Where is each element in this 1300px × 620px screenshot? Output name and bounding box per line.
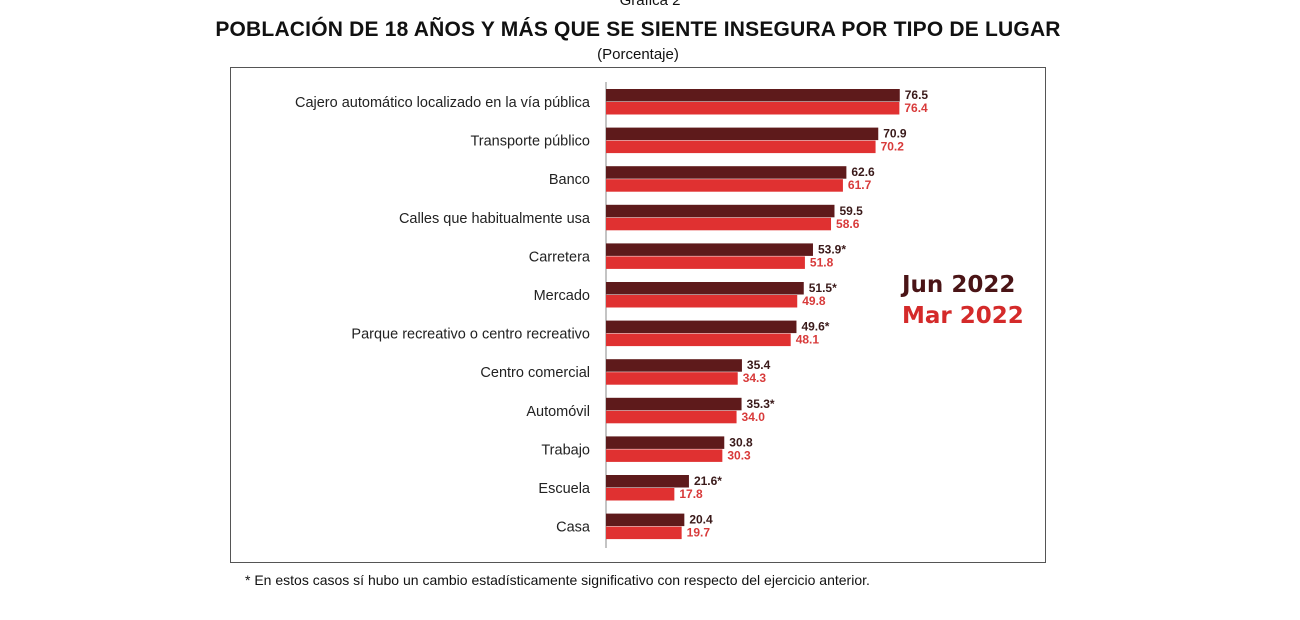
bar-jun-2022 [606, 436, 725, 449]
category-label: Mercado [534, 288, 590, 304]
bar-mar-2022 [606, 256, 805, 269]
chart-title: POBLACIÓN DE 18 AÑOS Y MÁS QUE SE SIENTE… [215, 18, 1061, 41]
bar-jun-2022 [606, 89, 900, 102]
data-label: 34.3 [743, 371, 767, 385]
bar-jun-2022 [606, 282, 804, 295]
category-label: Parque recreativo o centro recreativo [351, 327, 590, 343]
bar-mar-2022 [606, 179, 843, 192]
data-label: 76.5 [905, 88, 929, 102]
bar-jun-2022 [606, 166, 847, 179]
bar-jun-2022 [606, 243, 813, 256]
category-label: Automóvil [526, 404, 590, 420]
legend-entry: Mar 2022 [902, 303, 1024, 329]
data-label: 30.8 [729, 435, 753, 449]
bar-jun-2022 [606, 359, 742, 372]
data-label: 76.4 [904, 101, 928, 115]
category-label: Escuela [538, 481, 591, 497]
data-label: 70.2 [881, 140, 905, 154]
data-label: 35.4 [747, 358, 771, 372]
data-label: 59.5 [839, 204, 863, 218]
category-label: Trabajo [541, 442, 590, 458]
data-label: 49.6* [801, 320, 829, 334]
data-label: 20.4 [689, 513, 713, 527]
bar-mar-2022 [606, 488, 675, 501]
footnote: * En estos casos sí hubo un cambio estad… [245, 572, 870, 588]
chart-frame [230, 67, 1046, 563]
bar-jun-2022 [606, 204, 835, 218]
data-label: 51.5* [809, 281, 837, 295]
bar-jun-2022 [606, 127, 879, 141]
bar-mar-2022 [606, 410, 737, 424]
bar-jun-2022 [606, 320, 797, 334]
data-label: 48.1 [796, 333, 820, 347]
data-label: 53.9* [818, 242, 846, 256]
data-label: 35.3* [747, 397, 775, 411]
bar-jun-2022 [606, 397, 742, 411]
data-label: 70.9 [883, 127, 907, 141]
bar-jun-2022 [606, 475, 689, 488]
data-label: 17.8 [679, 487, 703, 501]
category-label: Centro comercial [480, 365, 590, 381]
bar-mar-2022 [606, 526, 682, 540]
category-label: Banco [549, 172, 590, 188]
category-label: Calles que habitualmente usa [399, 211, 591, 227]
category-label: Transporte público [470, 134, 590, 150]
bar-mar-2022 [606, 295, 798, 308]
data-label: 34.0 [742, 410, 766, 424]
bar-mar-2022 [606, 333, 791, 347]
bar-mar-2022 [606, 372, 738, 385]
bar-mar-2022 [606, 140, 876, 154]
bar-mar-2022 [606, 217, 832, 231]
data-label: 58.6 [836, 217, 860, 231]
category-label: Casa [556, 520, 591, 536]
figure-caption: Gráfica 2 [619, 0, 681, 9]
category-label: Carretera [529, 249, 591, 265]
data-label: 51.8 [810, 255, 834, 269]
legend-entry: Jun 2022 [900, 272, 1015, 298]
data-label: 30.3 [727, 448, 751, 462]
bar-jun-2022 [606, 513, 685, 527]
data-label: 62.6 [851, 165, 875, 179]
data-label: 21.6* [694, 474, 722, 488]
category-label: Cajero automático localizado en la vía p… [295, 95, 591, 111]
data-label: 49.8 [802, 294, 826, 308]
bar-mar-2022 [606, 449, 723, 462]
data-label: 19.7 [687, 526, 711, 540]
data-label: 61.7 [848, 178, 872, 192]
bar-mar-2022 [606, 102, 900, 115]
chart-subtitle: (Porcentaje) [597, 46, 679, 63]
